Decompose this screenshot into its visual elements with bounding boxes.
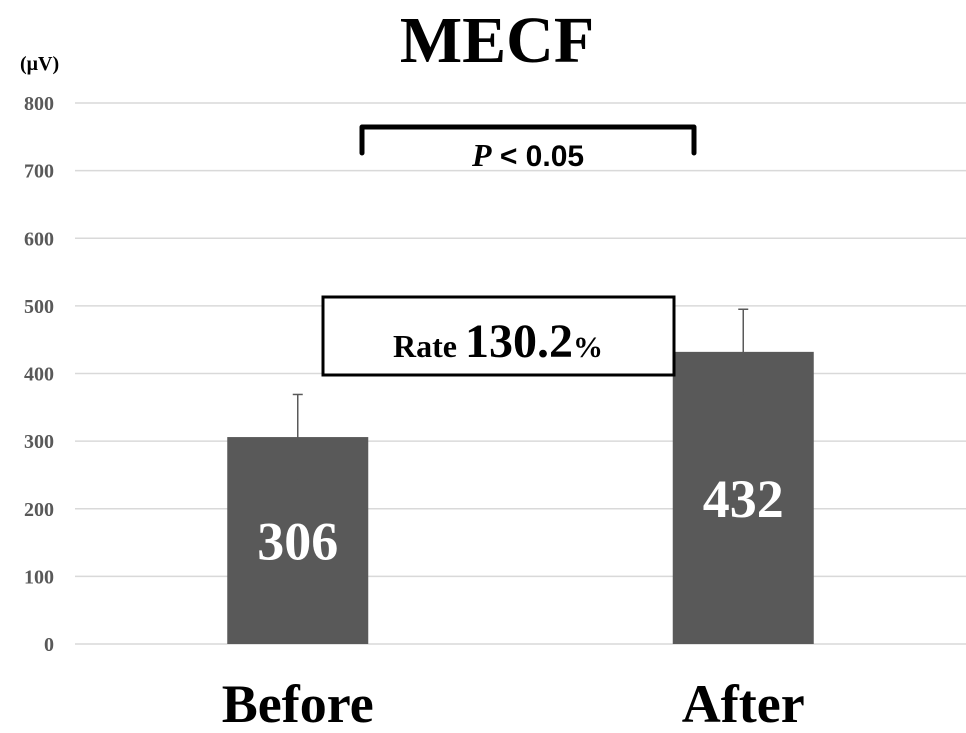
data-label: 432: [703, 469, 784, 529]
x-tick-label: After: [682, 674, 805, 728]
y-tick-label: 700: [24, 161, 54, 183]
y-tick-label: 200: [24, 499, 54, 521]
significance-label: P < 0.05: [471, 137, 584, 173]
y-tick-label: 400: [24, 364, 54, 386]
bar: [672, 351, 814, 644]
y-tick-label: 800: [24, 93, 54, 115]
y-tick-label: 600: [24, 228, 54, 250]
data-label: 306: [257, 512, 338, 572]
y-tick-labels: 0 100 200 300 400 500 600 700 800: [24, 93, 54, 656]
rate-annotation-box: [321, 295, 676, 377]
data-labels: 306 432: [257, 469, 784, 572]
y-tick-label: 0: [44, 634, 54, 656]
rate-value: 130.2: [465, 315, 573, 368]
significance-bracket: [359, 124, 697, 156]
p-comparison: < 0.05: [491, 140, 584, 173]
y-tick-label: 500: [24, 296, 54, 318]
y-tick-label: 100: [24, 566, 54, 588]
error-bars: [292, 308, 749, 480]
y-axis-unit-label: (μV): [20, 53, 59, 75]
x-tick-label: Before: [222, 674, 374, 728]
rate-label: Rate: [393, 328, 465, 364]
y-tick-label: 300: [24, 431, 54, 453]
x-tick-labels: Before After: [222, 674, 805, 733]
chart-title: MECF: [400, 4, 594, 77]
rate-annotation-text: Rate 130.2%: [393, 315, 603, 368]
p-symbol: P: [471, 137, 492, 173]
rate-unit: %: [573, 331, 603, 364]
